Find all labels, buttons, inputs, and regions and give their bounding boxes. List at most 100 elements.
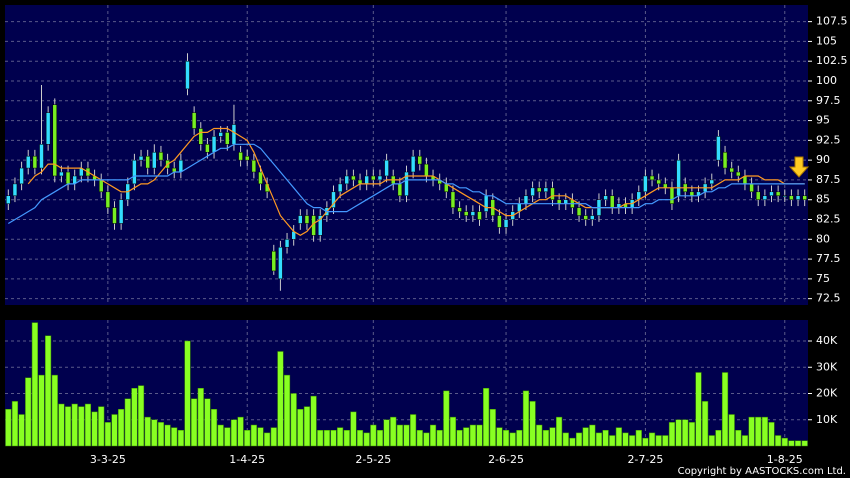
- volume-bar: [675, 419, 682, 447]
- volume-bar: [71, 403, 78, 447]
- volume-bar: [38, 374, 45, 447]
- candle-body: [709, 179, 715, 185]
- volume-bar: [735, 430, 742, 447]
- volume-bar: [622, 432, 629, 447]
- volume-bar: [416, 430, 423, 447]
- volume-bar: [257, 427, 264, 447]
- candle-body: [39, 144, 44, 169]
- candle-body: [211, 136, 217, 153]
- volume-bar: [64, 406, 72, 447]
- candle-body: [576, 207, 582, 216]
- candle-body: [729, 167, 734, 173]
- candle-body: [669, 187, 675, 204]
- candle-body: [603, 195, 608, 200]
- volume-bar: [443, 390, 450, 447]
- candle-body: [271, 250, 277, 272]
- volume-bar: [31, 322, 38, 447]
- volume-bar: [635, 430, 642, 447]
- candle-body: [258, 171, 263, 185]
- candle-body: [19, 167, 24, 185]
- volume-bar: [761, 416, 768, 447]
- volume-bar: [330, 430, 337, 447]
- candle-body: [676, 159, 681, 197]
- y-tick-label: 97.5: [816, 94, 841, 107]
- volume-bar: [303, 406, 311, 447]
- y-tick-label: 20K: [816, 387, 838, 400]
- y-tick-label: 85: [816, 193, 830, 206]
- y-tick-label: 72.5: [816, 292, 841, 305]
- candle-body: [563, 199, 569, 204]
- volume-bar: [609, 435, 616, 447]
- candle-body: [25, 155, 31, 169]
- candle-body: [424, 163, 429, 177]
- volume-bar: [516, 430, 523, 447]
- volume-bar: [396, 424, 403, 447]
- volume-bar: [536, 424, 543, 447]
- candle-body: [344, 175, 350, 185]
- volume-bar: [230, 419, 238, 447]
- candle-body: [371, 175, 376, 181]
- candle-body: [782, 195, 788, 198]
- volume-bar: [775, 435, 782, 447]
- candle-body: [795, 195, 801, 200]
- volume-bar: [250, 424, 257, 447]
- candle-body: [543, 187, 549, 193]
- volume-bar: [682, 419, 689, 447]
- candle-body: [331, 191, 336, 208]
- volume-bar: [688, 422, 695, 447]
- volume-bar: [356, 430, 364, 447]
- candle-body: [145, 155, 150, 169]
- volume-bar: [297, 409, 304, 447]
- volume-bar: [177, 430, 184, 447]
- volume-bar: [728, 414, 735, 447]
- volume-bar: [25, 377, 32, 447]
- volume-bar: [410, 414, 417, 447]
- volume-bar: [589, 424, 596, 447]
- volume-bar: [496, 427, 503, 447]
- candle-body: [404, 171, 409, 197]
- volume-bar: [376, 430, 384, 447]
- volume-bar: [131, 388, 138, 447]
- y-tick-label: 30K: [816, 360, 838, 373]
- volume-bar: [702, 401, 709, 447]
- volume-bar: [11, 401, 19, 447]
- volume-bar: [436, 430, 443, 447]
- candle-body: [523, 195, 529, 204]
- candle-body: [450, 191, 456, 208]
- candle-body: [530, 187, 535, 197]
- volume-bar: [801, 440, 808, 447]
- volume-bar: [310, 395, 317, 447]
- candle-body: [503, 219, 509, 228]
- volume-bar: [157, 422, 165, 447]
- candle-body: [649, 175, 655, 181]
- volume-bar: [217, 424, 224, 447]
- y-tick-label: 100: [816, 74, 837, 87]
- volume-bar: [283, 374, 291, 447]
- volume-bar: [582, 427, 589, 447]
- candle-body: [317, 215, 323, 236]
- price-panel: [5, 5, 808, 305]
- candle-body: [198, 128, 204, 145]
- volume-bar: [502, 430, 510, 447]
- candle-body: [244, 155, 250, 161]
- volume-bar: [104, 422, 111, 447]
- candle-body: [105, 191, 111, 208]
- volume-bar: [556, 416, 563, 447]
- volume-bar: [51, 374, 58, 447]
- candle-body: [769, 191, 774, 197]
- volume-bar: [794, 440, 802, 447]
- candle-body: [689, 191, 695, 197]
- candle-body: [284, 239, 290, 248]
- y-tick-label: 90: [816, 153, 830, 166]
- volume-bar: [522, 390, 530, 447]
- candle-body: [351, 175, 356, 181]
- x-tick-label: 1-8-25: [767, 453, 803, 466]
- candle-body: [218, 132, 223, 137]
- y-tick-label: 95: [816, 114, 830, 127]
- volume-bar: [648, 432, 656, 447]
- volume-bar: [91, 411, 98, 447]
- x-tick-label: 2-5-25: [355, 453, 391, 466]
- volume-bar: [224, 427, 231, 447]
- candle-body: [762, 195, 768, 200]
